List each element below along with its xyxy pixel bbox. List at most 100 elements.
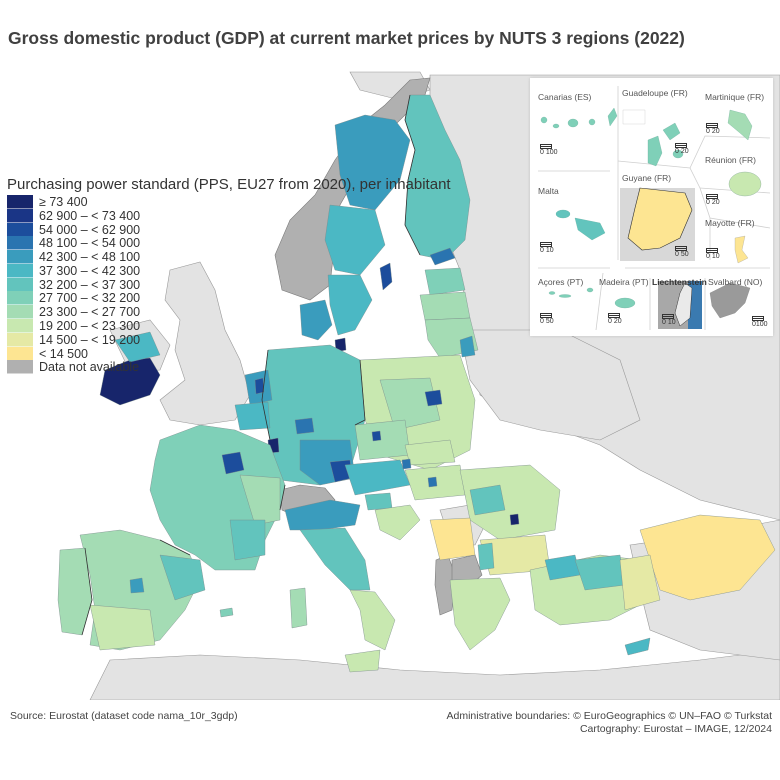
legend-swatch <box>7 291 33 306</box>
legend-item: Data not available <box>7 360 451 375</box>
scale-bar-madeira: 0 20 <box>608 313 622 325</box>
inset-label-reunion: Réunion (FR) <box>705 155 757 165</box>
legend-label: Data not available <box>39 360 140 375</box>
credits: Administrative boundaries: © EuroGeograp… <box>446 710 772 736</box>
legend-swatch <box>7 236 33 251</box>
map-title: Gross domestic product (GDP) at current … <box>8 28 685 48</box>
inset-reunion-shape <box>728 171 762 197</box>
scale-label: 0 50 <box>675 251 689 258</box>
inset-label-liechtenstein: Liechtenstein <box>652 277 707 287</box>
region-serbia <box>429 517 476 561</box>
region-france-southeast <box>229 519 266 561</box>
legend-item: 54 000 – < 62 900 <box>7 222 451 237</box>
region-cyprus <box>624 637 651 656</box>
region-czechia <box>354 419 411 461</box>
legend-item: < 14 500 <box>7 346 451 361</box>
inset-guadeloupe-shapes <box>622 109 684 167</box>
eu-regions <box>57 94 776 673</box>
region-vilnius <box>459 335 476 358</box>
region-balearic <box>219 607 234 618</box>
scale-label: 0 50 <box>540 318 554 325</box>
legend-title: Purchasing power standard (PPS, EU27 fro… <box>7 176 451 193</box>
region-italy-central <box>299 527 371 591</box>
region-sweden-south <box>327 274 373 336</box>
inset-label-svalbard: Svalbard (NO) <box>708 277 763 287</box>
legend-swatch <box>7 208 33 223</box>
inset-label-malta: Malta <box>538 186 559 196</box>
scale-label: 0100 <box>752 321 768 328</box>
region-paris <box>221 451 245 475</box>
inset-acores-shapes <box>548 287 594 298</box>
region-croatia <box>374 504 421 541</box>
region-belgium <box>234 401 271 431</box>
legend-label: 27 700 – < 32 200 <box>39 291 141 306</box>
region-budapest <box>427 476 438 488</box>
legend-swatch <box>7 194 33 209</box>
region-spain-south <box>89 604 156 651</box>
legend-item: 27 700 – < 32 200 <box>7 291 451 306</box>
region-sardinia <box>289 587 308 629</box>
scale-label: 0 10 <box>706 253 720 260</box>
inset-svalbard-shape <box>709 282 751 319</box>
choropleth-map <box>57 71 780 700</box>
legend-swatch <box>7 263 33 278</box>
legend-label: 19 200 – < 23 300 <box>39 319 141 334</box>
region-bucharest <box>509 513 520 526</box>
legend-swatch <box>7 305 33 320</box>
legend-label: 23 300 – < 27 700 <box>39 305 141 320</box>
legend-swatch <box>7 319 33 334</box>
region-turkey-central <box>619 554 661 611</box>
source-note: Source: Eurostat (dataset code nama_10r_… <box>10 710 238 722</box>
region-helsinki <box>429 247 456 266</box>
inset-martinique-shape <box>727 109 753 141</box>
region-austria <box>344 459 411 496</box>
scale-label: 0 20 <box>706 128 720 135</box>
legend-item: ≥ 73 400 <box>7 194 451 209</box>
scale-bar-malta: 0 10 <box>540 242 554 254</box>
inset-label-mayotte: Mayotte (FR) <box>705 218 755 228</box>
legend-label: 14 500 – < 19 200 <box>39 332 141 347</box>
region-poland-central <box>379 377 441 431</box>
legend-item: 48 100 – < 54 000 <box>7 236 451 251</box>
region-madrid <box>129 577 145 594</box>
land-ukraine <box>459 329 641 441</box>
inset-madeira-shape <box>614 297 636 309</box>
region-spain-northeast <box>159 554 206 601</box>
country-borders <box>81 94 421 636</box>
scale-bar-svalbard: 0100 <box>752 316 768 328</box>
scale-bar-mayotte: 0 10 <box>706 248 720 260</box>
legend-swatch <box>7 346 33 361</box>
legend-label: 32 200 – < 37 300 <box>39 277 141 292</box>
inset-malta-shapes <box>555 209 606 241</box>
legend-item: 37 300 – < 42 300 <box>7 263 451 278</box>
legend-item: 14 500 – < 19 200 <box>7 332 451 347</box>
region-italy-north <box>284 499 361 531</box>
inset-liechtenstein-shapes <box>658 281 702 329</box>
region-slovenia <box>364 492 393 511</box>
region-romania-west <box>469 484 506 516</box>
scale-bar-reunion: 0 20 <box>706 194 720 206</box>
region-denmark <box>299 299 333 341</box>
legend-item: 32 200 – < 37 300 <box>7 277 451 292</box>
scale-label: 0 20 <box>608 318 622 325</box>
region-greece <box>449 577 511 651</box>
region-slovakia <box>404 439 456 466</box>
region-estonia <box>424 267 466 296</box>
inset-label-guadeloupe: Guadeloupe (FR) <box>622 88 688 98</box>
boundaries-credit: Administrative boundaries: © EuroGeograp… <box>446 710 772 722</box>
scale-bar-acores: 0 50 <box>540 313 554 325</box>
scale-label: 0 10 <box>662 319 676 326</box>
legend-label: < 14 500 <box>39 346 89 361</box>
inset-label-acores: Açores (PT) <box>538 277 584 287</box>
scale-label: 0 100 <box>540 149 558 156</box>
inset-panel: Canarias (ES) Guadeloupe (FR) Martinique… <box>530 78 773 336</box>
legend-label: 62 900 – < 73 400 <box>39 208 141 223</box>
legend-label: 48 100 – < 54 000 <box>39 236 141 251</box>
region-ireland-border <box>114 331 161 363</box>
legend: Purchasing power standard (PPS, EU27 fro… <box>7 176 451 375</box>
inset-mayotte-shape <box>734 235 749 264</box>
legend-item: 62 900 – < 73 400 <box>7 208 451 223</box>
legend-label: ≥ 73 400 <box>39 194 88 209</box>
legend-swatch <box>7 332 33 347</box>
legend-label: 37 300 – < 42 300 <box>39 263 141 278</box>
